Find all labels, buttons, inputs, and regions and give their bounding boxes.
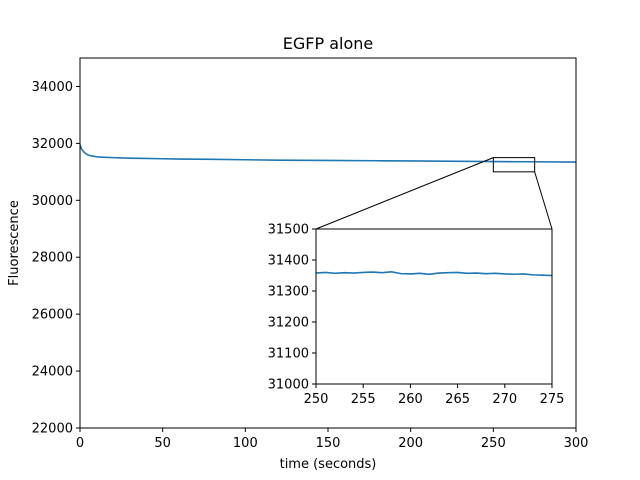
inset-y-tick-label: 31500 — [268, 223, 309, 238]
inset-axes-frame — [315, 228, 553, 385]
main-x-tick-label: 50 — [154, 436, 171, 451]
zoom-connector-line — [315, 157, 494, 230]
zoom-box — [492, 157, 536, 173]
main-y-tick-label: 26000 — [32, 308, 73, 323]
inset-x-tick-label: 275 — [540, 392, 565, 407]
main-y-tick-label: 24000 — [32, 365, 73, 380]
zoom-connector-line — [534, 171, 553, 230]
inset-series-line — [315, 270, 553, 277]
y-axis-label: Fluorescence — [7, 200, 22, 286]
main-y-tick-label: 22000 — [32, 422, 73, 437]
inset-x-tick-label: 250 — [304, 392, 329, 407]
main-x-tick-label: 100 — [233, 436, 258, 451]
inset-x-tick-label: 260 — [398, 392, 423, 407]
main-axes-frame — [79, 57, 577, 429]
main-y-tick-label: 32000 — [32, 137, 73, 152]
main-x-tick-label: 300 — [564, 436, 589, 451]
main-y-tick-label: 30000 — [32, 194, 73, 209]
main-y-tick-label: 34000 — [32, 80, 73, 95]
inset-x-tick-label: 265 — [445, 392, 470, 407]
main-x-tick-label: 200 — [398, 436, 423, 451]
main-x-tick-label: 0 — [76, 436, 84, 451]
inset-y-tick-label: 31100 — [268, 347, 309, 362]
x-axis-label: time (seconds) — [280, 457, 377, 472]
main-series-line — [79, 144, 577, 163]
inset-background — [316, 229, 552, 384]
main-y-tick-label: 28000 — [32, 251, 73, 266]
inset-x-tick-label: 255 — [351, 392, 376, 407]
main-x-tick-label: 250 — [481, 436, 506, 451]
inset-y-tick-label: 31400 — [268, 254, 309, 269]
inset-x-tick-label: 270 — [492, 392, 517, 407]
chart-title: EGFP alone — [283, 34, 373, 53]
main-plot-area — [79, 144, 577, 163]
main-x-tick-label: 150 — [316, 436, 341, 451]
inset-y-tick-label: 31000 — [268, 378, 309, 393]
inset-y-tick-label: 31300 — [268, 285, 309, 300]
inset-plot-area — [315, 270, 553, 277]
inset-y-tick-label: 31200 — [268, 316, 309, 331]
